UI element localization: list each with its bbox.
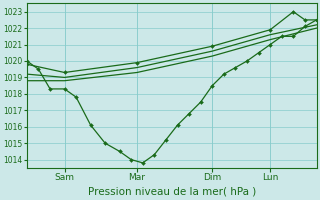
X-axis label: Pression niveau de la mer( hPa ): Pression niveau de la mer( hPa ) bbox=[88, 187, 256, 197]
